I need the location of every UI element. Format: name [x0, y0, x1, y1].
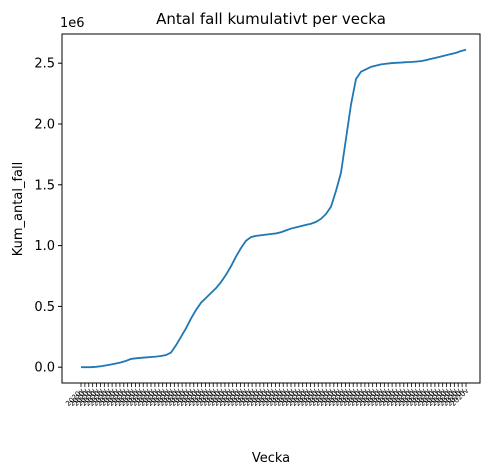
y-tick-label: 2.0	[34, 117, 55, 132]
y-tick-label: 0.5	[34, 300, 55, 315]
y-axis-title: Kum_antal_fall	[11, 162, 26, 256]
x-axis-title: Vecka	[252, 451, 290, 466]
x-axis: 2020v2020v2020v2020v2020v2020v2020v2020v…	[64, 383, 470, 408]
chart-title: Antal fall kumulativt per vecka	[156, 10, 386, 28]
y-tick-label: 1.0	[34, 239, 55, 254]
y-tick-label: 1.5	[34, 178, 55, 193]
plot-area	[61, 33, 481, 384]
y-offset-text: 1e6	[60, 16, 85, 31]
y-tick-label: 2.5	[34, 57, 55, 72]
y-tick-label: 0.0	[34, 361, 55, 376]
y-axis: 0.0 0.5 1.0 1.5 2.0 2.5	[34, 57, 62, 376]
series-line	[81, 48, 467, 369]
